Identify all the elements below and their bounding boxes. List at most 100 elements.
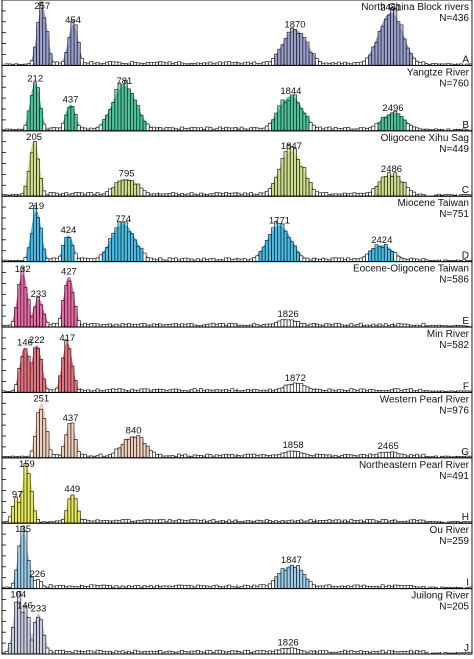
- peak-label: 781: [116, 76, 132, 87]
- histogram-bar: [412, 519, 416, 524]
- histogram-bar: [177, 519, 181, 524]
- histogram-bar: [374, 244, 379, 262]
- histogram-bar: [296, 321, 300, 328]
- histogram-bar: [164, 127, 169, 132]
- histogram-bar: [318, 61, 322, 66]
- histogram-bar: [349, 519, 354, 524]
- histogram-bar: [365, 253, 369, 262]
- histogram-bar: [358, 127, 363, 132]
- histogram-bar: [296, 648, 300, 655]
- histogram-bar: [48, 53, 53, 66]
- histogram-bar: [29, 490, 34, 524]
- histogram-bar: [142, 388, 147, 393]
- peak-label: 251: [33, 393, 49, 404]
- histogram-bar: [274, 112, 279, 132]
- histogram-bar: [95, 649, 100, 655]
- histogram-bar: [136, 245, 141, 262]
- panel-count: N=205: [439, 602, 469, 613]
- histogram-bar: [111, 452, 116, 459]
- peak-label: 1844: [280, 86, 301, 97]
- histogram-bar: [286, 648, 291, 655]
- histogram-bar: [302, 574, 307, 589]
- histogram-bar: [242, 192, 247, 197]
- histogram-bar: [39, 619, 44, 655]
- histogram-bar: [271, 580, 275, 589]
- histogram-bar: [346, 454, 351, 459]
- histogram-bar: [39, 581, 44, 589]
- histogram-bar: [274, 649, 279, 655]
- histogram-bar: [23, 124, 28, 132]
- histogram-bar: [280, 44, 285, 66]
- histogram-bar: [308, 581, 313, 589]
- histogram-bar: [139, 187, 144, 197]
- histogram-bar: [343, 61, 347, 66]
- histogram-bar: [61, 519, 65, 524]
- histogram-bar: [274, 322, 279, 328]
- histogram-bar: [58, 375, 62, 393]
- histogram-bar: [267, 122, 272, 132]
- histogram-bar: [393, 7, 398, 66]
- histogram-bar: [217, 126, 222, 132]
- histogram-bar: [108, 109, 112, 132]
- histogram-bar: [289, 647, 294, 655]
- histogram-bar: [108, 238, 112, 262]
- panel-count: N=976: [439, 405, 469, 416]
- histogram-bar: [70, 244, 75, 262]
- histogram-bar: [142, 443, 147, 459]
- histogram-bar: [343, 192, 347, 197]
- histogram-bar: [352, 389, 357, 393]
- histogram-bar: [23, 287, 28, 328]
- histogram-bar: [202, 519, 206, 524]
- histogram-bar: [167, 257, 172, 262]
- histogram-bar: [95, 388, 100, 393]
- histogram-bar: [242, 454, 247, 459]
- histogram-bar: [377, 323, 382, 328]
- histogram-bar: [368, 388, 373, 393]
- histogram-bar: [161, 61, 166, 66]
- histogram-bar: [189, 127, 194, 132]
- histogram-bar: [32, 622, 37, 655]
- histogram-bar: [92, 323, 97, 328]
- histogram-bar: [117, 180, 122, 197]
- panel-title: Northeastern Pearl River: [359, 460, 470, 471]
- histogram-bar: [283, 230, 288, 262]
- histogram-bar: [255, 255, 260, 262]
- histogram-bar: [305, 257, 310, 262]
- histogram-bar: [155, 519, 159, 524]
- histogram-bar: [405, 187, 410, 197]
- histogram-bar: [242, 650, 247, 655]
- histogram-bar: [358, 519, 363, 524]
- histogram-bar: [408, 649, 413, 655]
- peak-label: 437: [63, 94, 79, 105]
- panel-title: Juilong River: [411, 591, 469, 602]
- histogram-bar: [415, 60, 420, 66]
- histogram-bar: [393, 388, 398, 393]
- histogram-bar: [227, 257, 232, 262]
- histogram-bar: [73, 252, 78, 262]
- histogram-bar: [29, 362, 34, 393]
- panel-title: Miocene Taiwan: [397, 198, 469, 209]
- histogram-bar: [120, 84, 125, 132]
- histogram-bar: [371, 188, 376, 197]
- histogram-bar: [399, 24, 404, 66]
- histogram-bar: [321, 192, 326, 197]
- histogram-bar: [314, 58, 319, 66]
- histogram-bar: [42, 248, 47, 262]
- panel-title: Ou River: [430, 525, 470, 536]
- histogram-bar: [180, 323, 185, 328]
- histogram-bar: [133, 239, 138, 262]
- histogram-bar: [224, 453, 228, 459]
- histogram-bar: [274, 388, 279, 393]
- histogram-bar: [380, 584, 385, 589]
- histogram-bar: [296, 451, 300, 459]
- histogram-bar: [26, 617, 31, 655]
- histogram-bar: [314, 453, 319, 459]
- histogram-bar: [58, 318, 62, 328]
- histogram-bar: [314, 190, 319, 197]
- histogram-bar: [126, 439, 131, 459]
- histogram-bar: [208, 454, 213, 459]
- histogram-bar: [29, 95, 34, 132]
- histogram-bar: [101, 584, 106, 589]
- histogram-bar: [211, 519, 216, 524]
- histogram-bar: [152, 126, 156, 132]
